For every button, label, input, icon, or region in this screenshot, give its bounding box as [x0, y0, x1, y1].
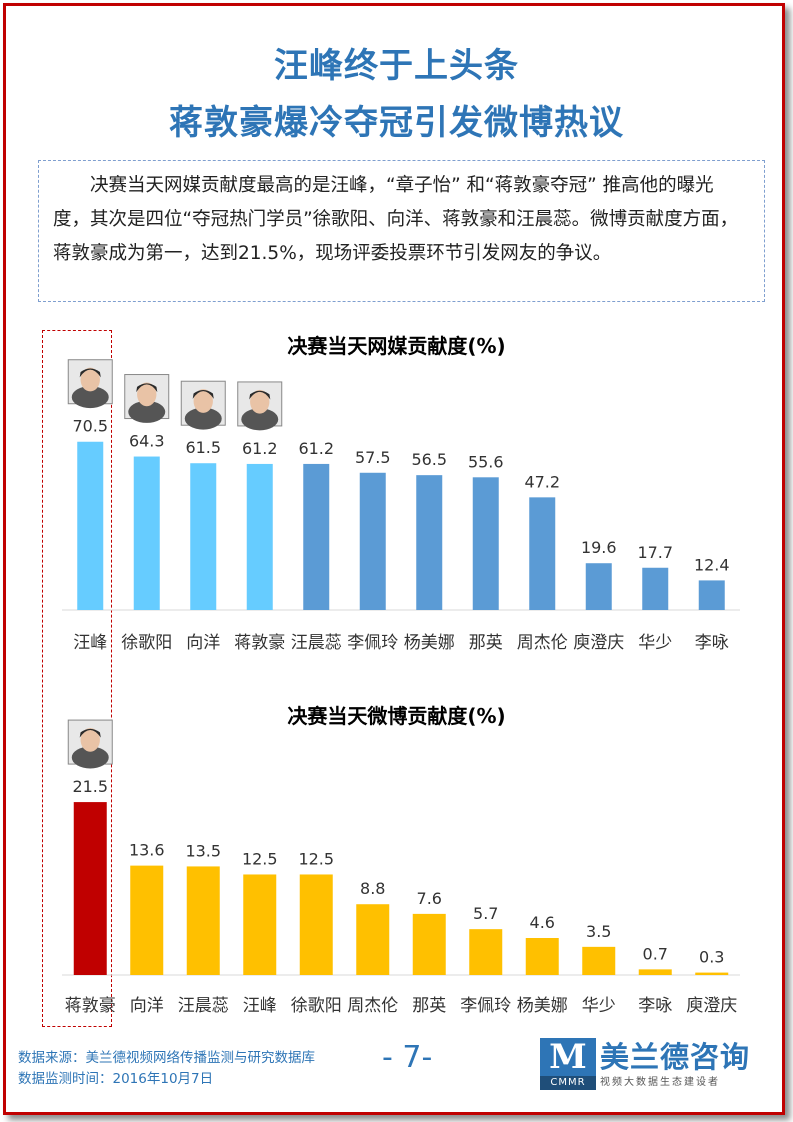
monitor-time-text: 数据监测时间：2016年10月7日 [18, 1071, 214, 1087]
person-photo-icon [124, 374, 170, 423]
bar [190, 463, 217, 610]
bar [525, 938, 559, 975]
data-label: 64.3 [129, 432, 165, 451]
category-label: 汪晨蕊 [291, 633, 342, 653]
bar [469, 929, 503, 975]
data-label: 19.6 [581, 538, 617, 557]
bar [356, 904, 390, 975]
category-label: 蒋敦豪 [234, 632, 285, 653]
category-label: 那英 [412, 996, 446, 1016]
bar [416, 475, 443, 610]
data-label: 7.6 [417, 889, 442, 908]
category-label: 向洋 [186, 633, 220, 653]
category-label: 周杰伦 [517, 633, 568, 653]
data-label: 57.5 [355, 448, 391, 467]
bar [642, 567, 669, 610]
weibo-contribution-chart: 21.5 蒋敦豪 13.6 向洋 13.5 汪晨蕊 12.5 汪峰 12.5 徐歌阳 8.8 周杰伦 7… [62, 719, 740, 1016]
category-label: 杨美娜 [404, 633, 455, 653]
bar [582, 946, 616, 975]
logo-mark: M [540, 1038, 596, 1076]
category-label: 李佩玲 [347, 633, 398, 653]
category-label: 蒋敦豪 [65, 995, 116, 1016]
bar [585, 563, 612, 610]
bar [529, 497, 556, 610]
bar [246, 463, 273, 610]
category-label: 华少 [638, 633, 672, 653]
data-label: 5.7 [473, 904, 498, 923]
bar [243, 874, 277, 975]
person-photo-icon [67, 359, 113, 409]
category-label: 杨美娜 [517, 996, 568, 1016]
bar [303, 463, 330, 610]
logo-abbr: CMMR [540, 1076, 596, 1090]
data-label: 61.2 [298, 439, 334, 458]
data-label: 17.7 [637, 543, 673, 562]
bar [698, 580, 725, 610]
data-label: 13.5 [185, 841, 221, 860]
data-label: 0.7 [643, 944, 668, 963]
data-source-text: 数据来源：美兰德视频网络传播监测与研究数据库 [18, 1050, 315, 1066]
category-label: 汪峰 [243, 996, 277, 1016]
chart1-title: 决赛当天网媒贡献度(%) [287, 334, 506, 358]
data-label: 8.8 [360, 879, 385, 898]
category-label: 庾澄庆 [573, 633, 624, 653]
logo-name: 美兰德咨询 [600, 1040, 751, 1074]
bar [695, 972, 729, 975]
bar [77, 441, 104, 610]
category-label: 庾澄庆 [686, 996, 737, 1016]
bar [73, 802, 107, 975]
intro-summary-box: 决赛当天网媒贡献度最高的是汪峰，“章子怡” 和“蒋敦豪夺冠” 推高他的曝光度，其… [38, 160, 765, 302]
intro-text: 决赛当天网媒贡献度最高的是汪峰，“章子怡” 和“蒋敦豪夺冠” 推高他的曝光度，其… [53, 175, 739, 264]
category-label: 李佩玲 [460, 996, 511, 1016]
category-label: 那英 [469, 633, 503, 653]
logo-tagline: 视频大数据生态建设者 [600, 1077, 720, 1088]
category-label: 徐歌阳 [291, 996, 342, 1016]
bar [186, 866, 220, 975]
category-label: 周杰伦 [347, 996, 398, 1016]
page-number: - 7- [382, 1040, 433, 1075]
data-label: 61.2 [242, 439, 278, 458]
chart2-title: 决赛当天微博贡献度(%) [287, 704, 506, 728]
category-label: 李咏 [638, 996, 672, 1016]
bar [130, 865, 164, 975]
page-title-line2: 蒋敦豪爆冷夺冠引发微博热议 [169, 103, 624, 143]
data-label: 70.5 [72, 417, 108, 436]
data-label: 12.5 [298, 849, 334, 868]
category-label: 徐歌阳 [121, 633, 172, 653]
data-label: 47.2 [524, 472, 560, 491]
person-photo-icon [180, 380, 226, 430]
data-label: 12.4 [694, 555, 730, 574]
data-label: 55.6 [468, 452, 504, 471]
bar [472, 477, 499, 610]
media-contribution-chart: 70.5 汪峰 64.3 徐歌阳 61.5 向洋 61.2 蒋敦豪 61.2 汪晨蕊 57.5 李佩玲… [62, 359, 740, 653]
data-label: 21.5 [72, 777, 108, 796]
bar [133, 456, 160, 610]
top-ranked-highlight-box [42, 330, 112, 1027]
data-label: 0.3 [699, 948, 724, 967]
bar [638, 969, 672, 975]
bar [359, 472, 386, 610]
category-label: 向洋 [130, 996, 164, 1016]
category-label: 汪峰 [73, 633, 107, 653]
data-label: 12.5 [242, 849, 278, 868]
category-label: 汪晨蕊 [178, 996, 229, 1016]
bar [412, 913, 446, 975]
cmmr-logo: M CMMR 美兰德咨询 视频大数据生态建设者 [540, 1038, 755, 1090]
person-photo-icon [67, 719, 113, 769]
data-label: 4.6 [530, 913, 555, 932]
data-label: 56.5 [411, 450, 447, 469]
person-photo-icon [237, 381, 283, 431]
category-label: 李咏 [695, 633, 729, 653]
bar [299, 874, 333, 975]
data-label: 3.5 [586, 922, 611, 941]
category-label: 华少 [582, 996, 616, 1016]
data-label: 13.6 [129, 841, 165, 860]
page-title-line1: 汪峰终于上头条 [274, 46, 519, 86]
data-label: 61.5 [185, 438, 221, 457]
